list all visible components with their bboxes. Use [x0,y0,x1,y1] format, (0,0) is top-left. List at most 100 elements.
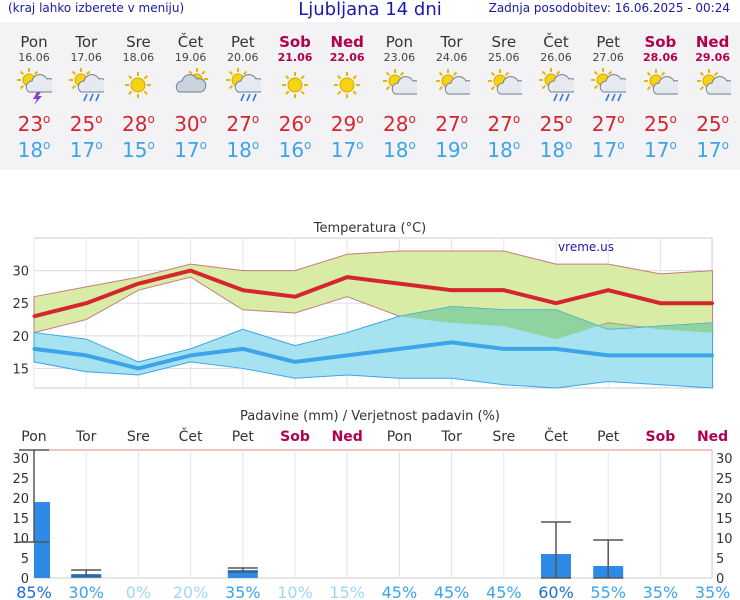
min-temp: 17o [687,132,739,162]
min-temp-line-point [189,353,193,357]
max-temp-value: 25 [643,112,670,136]
min-temp-line-point [397,347,401,351]
header: (kraj lahko izberete v meniju) Ljubljana… [0,0,740,22]
x-tick-label: Pon [387,429,412,445]
max-temp-line-point [658,301,662,305]
precip-bar [227,570,258,578]
x-tick-label: Pon [21,429,46,445]
y-tick-label-right: 20 [716,492,733,507]
probability-label: 10% [277,583,313,600]
temperature-title: Temperatura (°C) [313,221,426,236]
max-temp: 27o [478,106,530,136]
min-temp: 15o [112,132,164,162]
min-temp-line-point [84,353,88,357]
degree-sign: o [565,138,573,152]
min-temp-value: 17 [591,138,618,162]
degree-sign: o [565,112,573,126]
day-column: Pet 20.06 27o 18o [217,22,269,162]
probability-label: 20% [173,583,209,600]
max-temp-value: 28 [121,112,148,136]
degree-sign: o [408,138,416,152]
sun-cloud-icon [696,69,736,95]
min-temp: 18o [530,132,582,162]
max-temp-value: 25 [69,112,96,136]
sun-cloud-rain-icon [530,68,582,104]
min-temp-value: 17 [69,138,96,162]
sun-icon [269,68,321,104]
last-update: Zadnja posodobitev: 16.06.2025 - 00:24 [488,1,730,15]
probability-label: 45% [382,583,418,600]
min-temp-line-point [554,347,558,351]
day-name: Tor [75,33,98,51]
max-temp-value: 29 [330,112,357,136]
max-temp-value: 27 [487,112,513,136]
page-title: Ljubljana 14 dni [298,0,442,20]
forecast-charts: Temperatura (°C) vreme.us 15 20 25 30 Padavine… [12,221,733,600]
y-tick-label-right: 30 [716,452,733,467]
day-column: Ned 22.06 29o 17o [321,22,373,163]
max-temp-line-point [293,295,297,299]
probability-label: 85% [16,583,52,600]
day-name: Pon [385,33,413,51]
degree-sign: o [147,112,155,126]
day-date: 22.06 [329,51,365,64]
day-column: Sre 25.06 27o 18o [478,22,530,162]
min-temp: 17o [60,132,112,162]
min-temp: 17o [582,132,634,162]
max-temp-line-point [136,282,140,286]
min-temp-line-point [711,353,715,357]
degree-sign: o [356,138,364,152]
day-column: Pon 16.06 23o 18o [8,22,60,162]
degree-sign: o [95,112,103,126]
max-temp-value: 27 [435,112,461,136]
y-tick-label: 15 [12,512,29,527]
sun-cloud-rain-icon [225,68,266,102]
max-temp: 27o [217,106,269,136]
min-temp-value: 18 [487,138,513,162]
y-tick-label: 25 [12,297,29,312]
day-column: Tor 24.06 27o 19o [426,22,478,162]
sun-cloud-icon [426,68,478,104]
sun-cloud-rain-icon [591,68,631,102]
x-tick-label: Čet [179,427,203,445]
day-column: Sob 21.06 26o 16o [269,22,321,163]
sun-icon [112,68,164,104]
y-tick-label-right: 15 [716,512,733,527]
max-temp: 30o [165,106,217,136]
min-temp: 17o [165,132,217,162]
sun-cloud-rain-icon [539,68,579,102]
max-temp-value: 26 [278,112,305,136]
day-column: Sob 28.06 25o 17o [634,22,686,162]
degree-sign: o [669,112,677,126]
min-temp-value: 15 [121,138,148,162]
y-tick-label: 5 [21,552,29,567]
y-tick-label: 25 [12,472,29,487]
sun-cloud-icon [487,69,528,95]
day-date: 27.06 [592,51,624,64]
max-temp-value: 27 [226,112,252,136]
day-date: 26.06 [540,51,572,64]
max-temp: 23o [8,106,60,136]
cloud-sun-icon [175,68,208,93]
sun-cloud-icon [373,68,425,104]
x-tick-label: Sre [127,429,150,445]
degree-sign: o [147,138,155,152]
degree-sign: o [251,112,260,126]
probability-label: 55% [590,583,626,600]
cloud-sun-icon [165,68,217,104]
max-temp-line-point [711,301,715,305]
x-tick-label: Tor [440,429,462,445]
day-column: Sre 18.06 28o 15o [112,22,164,163]
max-temp-value: 30 [174,112,200,136]
forecast-strip: Pon 16.06 23o 18o Tor 17.06 25o 17o Sre 18.06 28o 1… [0,22,740,170]
day-name: Sob [279,33,311,51]
precip-bar [34,502,50,578]
sun-cloud-icon [435,69,475,95]
y-tick-label: 10 [12,532,29,547]
min-temp: 17o [321,132,373,162]
min-temp: 18o [8,132,60,162]
degree-sign: o [95,138,103,152]
min-temp-value: 17 [330,138,357,162]
probability-label: 35% [643,583,679,600]
day-date: 29.06 [695,51,730,64]
